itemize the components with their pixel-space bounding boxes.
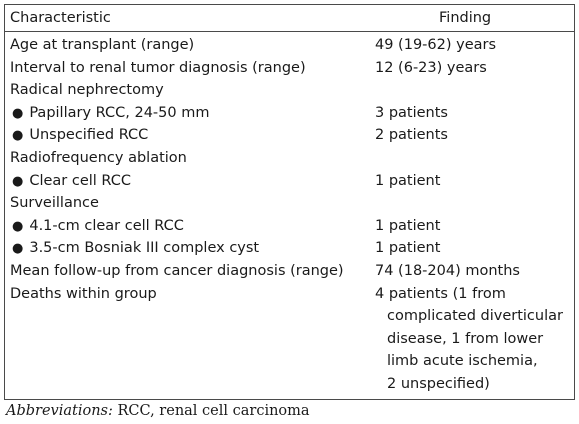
row-value: 12 (6-23) years [375, 59, 487, 76]
row-value: 74 (18-204) months [375, 263, 520, 279]
row-value: 49 (19-62) years [375, 37, 497, 53]
value-line: disease, 1 from lower [387, 330, 544, 347]
row-label: Deaths within group [10, 285, 157, 302]
bullet-icon: ● [12, 128, 24, 144]
footnote-prefix: Abbreviations: [6, 403, 113, 419]
row-value: 2 patients [375, 127, 448, 144]
row-label: Age at transplant (range) [10, 37, 195, 53]
table-footnote: Abbreviations: RCC, renal cell carcinoma [6, 401, 310, 421]
row-value: 1 patient [375, 217, 441, 234]
value-line: 4 patients (1 from [375, 285, 506, 302]
row-label: Papillary RCC, 24-50 mm [29, 104, 210, 121]
header-divider [5, 31, 574, 32]
row-value: 4 patients (1 from complicated diverticu… [375, 283, 563, 396]
row-label: Unspecified RCC [29, 127, 149, 144]
row-label: Radical nephrectomy [10, 82, 164, 99]
bullet-icon: ● [12, 105, 24, 121]
value-line: limb acute ischemia, [387, 353, 538, 370]
row-label: 4.1-cm clear cell RCC [29, 217, 184, 234]
row-label: 3.5-cm Bosniak III complex cyst [29, 240, 260, 257]
value-line: 2 unspecified) [387, 375, 490, 392]
row-label: Mean follow-up from cancer diagnosis (ra… [10, 263, 344, 279]
bullet-icon: ● [12, 218, 24, 234]
header-characteristic: Characteristic [10, 10, 111, 26]
row-label: Surveillance [10, 195, 99, 212]
findings-table: Characteristic Finding Age at transplant… [4, 4, 575, 400]
row-value: 1 patient [375, 172, 441, 189]
bullet-icon: ● [12, 173, 24, 189]
row-label: Radiofrequency ablation [10, 150, 187, 166]
value-line: complicated diverticular [387, 308, 563, 325]
footnote-text: RCC, renal cell carcinoma [112, 403, 310, 419]
header-finding: Finding [439, 10, 492, 26]
row-label: Interval to renal tumor diagnosis (range… [10, 59, 306, 76]
row-label: Clear cell RCC [29, 172, 132, 189]
row-value: 1 patient [375, 240, 441, 257]
bullet-icon: ● [12, 241, 24, 257]
row-value: 3 patients [375, 104, 448, 121]
